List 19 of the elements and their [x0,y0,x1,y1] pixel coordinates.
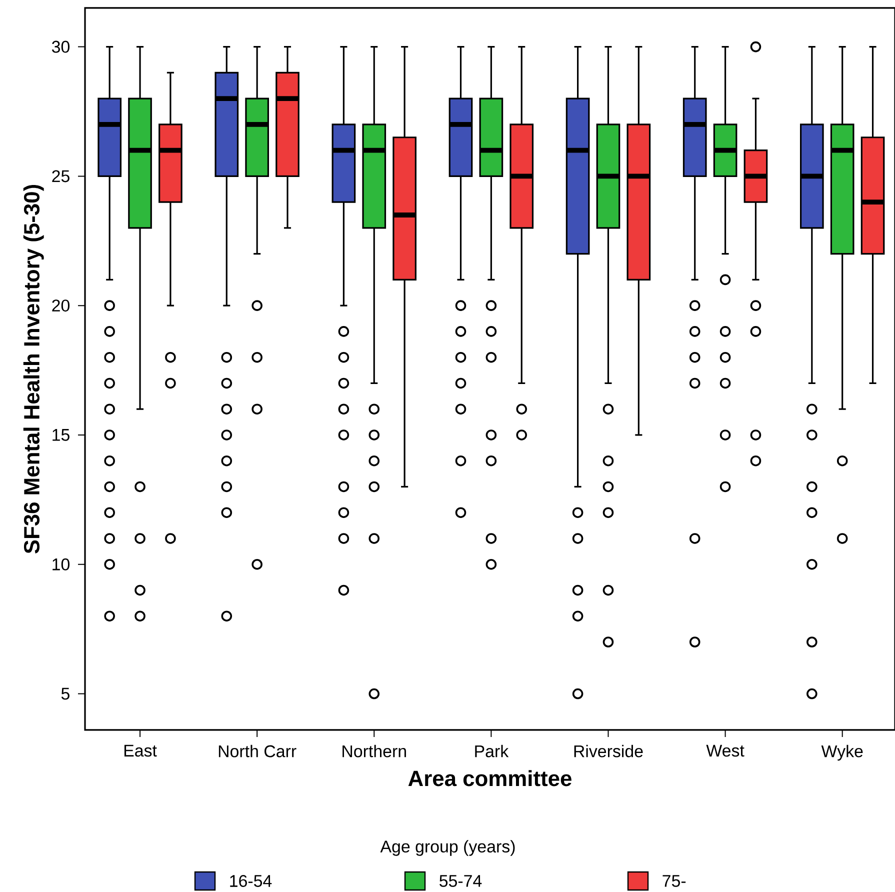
y-tick-label: 15 [52,429,70,441]
x-tick-label: Riverside [574,744,643,758]
y-tick-label: 25 [52,170,70,182]
y-tick-label: 5 [61,688,70,700]
y-tick-label: 10 [52,558,70,570]
x-tick-label: Wyke [821,744,863,761]
x-tick-label: Northern [342,744,406,758]
y-tick-label: 20 [52,300,70,312]
x-tick-label: West [706,744,744,757]
legend-label: 55-74 [440,875,482,887]
legend-title: Age group (years) [380,840,515,856]
x-tick-label: East [124,744,157,757]
y-tick-label: 30 [52,40,70,53]
x-axis-title: Area committee [408,770,572,786]
legend-label: 75- [662,875,686,887]
x-tick-label: North Carr [218,744,296,758]
y-axis-title: SF36 Mental Health Inventory (5-30) [23,184,44,554]
x-tick-label: Park [475,744,509,758]
legend-label: 16-54 [230,874,272,887]
